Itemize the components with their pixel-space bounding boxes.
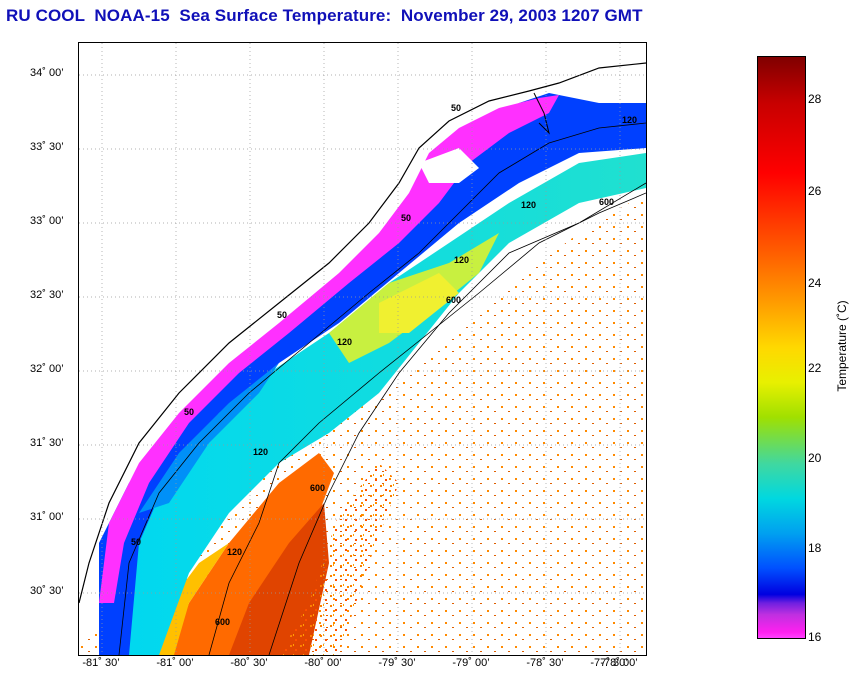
lat-label: 30˚ 30’ — [30, 585, 64, 597]
colorbar-label: Temperature (˚C) — [835, 300, 849, 392]
contour-label: 120 — [521, 200, 536, 210]
contour-label: 120 — [253, 447, 268, 457]
colorbar-tick: 22 — [808, 361, 822, 375]
lat-label: 33˚ 00’ — [30, 215, 64, 227]
contour-label: 600 — [599, 197, 614, 207]
contour-label: 600 — [310, 483, 325, 493]
graticule — [79, 43, 646, 655]
contour-label: 120 — [337, 337, 352, 347]
colorbar-tick: 16 — [808, 630, 822, 644]
contour-label: 50 — [184, 407, 194, 417]
temperature-colorbar — [757, 56, 806, 639]
map-title: RU COOL NOAA-15 Sea Surface Temperature:… — [6, 6, 643, 25]
lon-label: -78˚ 30’ — [526, 657, 564, 669]
lon-label: -77˚ 30’ — [590, 657, 628, 669]
lat-label: 31˚ 30’ — [30, 437, 64, 449]
lat-label: 32˚ 30’ — [30, 289, 64, 301]
mid-shelf-yellow-patch — [379, 273, 459, 333]
colorbar-tick: 18 — [808, 541, 822, 555]
contour-label: 120 — [454, 255, 469, 265]
nearshore-transition — [139, 363, 279, 513]
cloud-patch — [419, 148, 479, 183]
contour-label: 120 — [227, 547, 242, 557]
lon-label: -80˚ 00’ — [304, 657, 342, 669]
lat-label: 34˚ 00’ — [30, 67, 64, 79]
lon-label: -79˚ 30’ — [378, 657, 416, 669]
colorbar-tick: 26 — [808, 184, 822, 198]
offshore-warm-speckle — [79, 193, 646, 655]
land-area — [79, 43, 646, 603]
coastline — [79, 62, 646, 604]
contour-label: 600 — [215, 617, 230, 627]
lon-label: -81˚ 30’ — [82, 657, 120, 669]
colorbar-tick: 24 — [808, 276, 822, 290]
lon-label: -81˚ 00’ — [156, 657, 194, 669]
lat-label: 31˚ 00’ — [30, 511, 64, 523]
colorbar-tick: 20 — [808, 451, 822, 465]
warm-water — [169, 453, 334, 655]
contour-label: 50 — [131, 537, 141, 547]
warm-speckle — [279, 463, 399, 655]
contour-50m — [118, 122, 646, 655]
cape-outline — [533, 92, 550, 135]
colorbar-tick: 28 — [808, 92, 822, 106]
contour-label: 50 — [401, 213, 411, 223]
sst-map[interactable]: 50 50 50 50 50 120 120 120 120 120 120 6… — [78, 42, 647, 656]
sst-map-canvas: 50 50 50 50 50 120 120 120 120 120 120 6… — [79, 43, 646, 655]
contour-label: 50 — [451, 103, 461, 113]
lon-label: -78˚ 00’ — [600, 657, 638, 669]
contour-label: 600 — [446, 295, 461, 305]
contour-label: 50 — [277, 310, 287, 320]
contour-label: 120 — [622, 115, 637, 125]
lat-label: 32˚ 00’ — [30, 363, 64, 375]
contour-600m — [268, 182, 646, 655]
lat-label: 33˚ 30’ — [30, 141, 64, 153]
lon-label: -79˚ 00’ — [452, 657, 490, 669]
lon-label: -80˚ 30’ — [230, 657, 268, 669]
contour-120m — [208, 192, 646, 655]
